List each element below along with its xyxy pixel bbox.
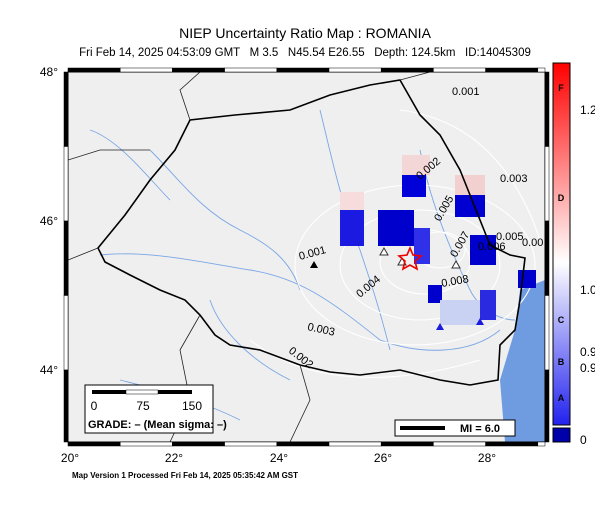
colorbar: F D C B A 1.2 1.0 0.9 0.9 0 xyxy=(552,62,595,447)
frame-segment xyxy=(544,295,550,371)
frame-segment xyxy=(537,441,546,447)
colorbar-zero xyxy=(552,427,571,443)
magnitude-label: MI = 6.0 xyxy=(460,423,500,435)
frame-segment xyxy=(328,67,382,73)
lon-label: 28° xyxy=(478,451,496,465)
footer: Map Version 1 Processed Fri Feb 14, 2025… xyxy=(72,471,298,480)
lon-label: 22° xyxy=(165,451,183,465)
map: 0.001 0.002 0.003 0.005 0.007 0.006 0.00… xyxy=(68,72,545,442)
contour-label: 0.003 xyxy=(500,173,528,185)
magnitude-legend: MI = 6.0 xyxy=(394,419,516,437)
contour-label: 0.003 xyxy=(306,321,335,338)
lon-label: 24° xyxy=(270,451,288,465)
frame-segment xyxy=(485,67,539,73)
subtitle: Fri Feb 14, 2025 04:53:09 GMT M 3.5 N45.… xyxy=(79,47,531,59)
frame-segment xyxy=(172,441,225,447)
colorbar-tick: 1.2 xyxy=(580,103,595,117)
frame-segment xyxy=(380,441,434,447)
frame-ticks xyxy=(63,67,550,447)
frame-segment xyxy=(63,369,69,443)
lat-label: 46° xyxy=(40,214,58,228)
frame-segment xyxy=(67,67,121,73)
colorbar-gradient xyxy=(552,62,571,426)
frame-segment xyxy=(119,441,173,447)
frame-segment xyxy=(380,67,434,73)
scale-bar-box: 0 75 150 GRADE: – (Mean sigma: –) xyxy=(84,384,227,434)
frame-segment xyxy=(119,67,173,73)
frame-segment xyxy=(276,67,330,73)
grade-letter: C xyxy=(558,315,565,325)
frame-segment xyxy=(224,67,278,73)
lon-label: 20° xyxy=(61,451,79,465)
black-sea xyxy=(500,280,545,442)
contour-label: 0.006 xyxy=(478,241,506,253)
grade-letter: F xyxy=(558,83,564,93)
frame-segment xyxy=(537,67,546,73)
frame-segment xyxy=(67,441,121,447)
lon-labels: 20° 22° 24° 26° 28° xyxy=(61,451,496,465)
frame-segment xyxy=(433,67,486,73)
frame-segment xyxy=(63,220,69,296)
scale-label: 0 xyxy=(91,399,98,413)
contour-label: 0.005 xyxy=(496,231,524,243)
grade-letter: D xyxy=(558,193,565,203)
frame-segment xyxy=(544,220,550,296)
lat-label: 44° xyxy=(40,363,58,377)
frame-segment xyxy=(544,146,550,222)
contour-label: 0.001 xyxy=(452,86,480,98)
uncertainty-cells xyxy=(340,155,536,325)
lon-label: 26° xyxy=(374,451,392,465)
grade-letter: B xyxy=(558,357,565,367)
frame-segment xyxy=(433,441,486,447)
frame-segment xyxy=(224,441,278,447)
romania-border xyxy=(97,79,526,386)
contours xyxy=(249,109,541,378)
grade-letter: A xyxy=(558,393,565,403)
epicenter xyxy=(397,245,423,271)
scale-label: 75 xyxy=(136,399,150,413)
frame-segment xyxy=(63,71,69,147)
frame-segment xyxy=(544,71,550,147)
lat-labels: 48° 46° 44° xyxy=(40,65,58,377)
lat-label: 48° xyxy=(40,65,58,79)
frame-segment xyxy=(63,146,69,222)
frame-segment xyxy=(63,295,69,371)
contour-label: 0.00 xyxy=(522,237,543,249)
frame-segment xyxy=(276,441,330,447)
grade: GRADE: – (Mean sigma: –) xyxy=(88,419,227,431)
colorbar-tick: 0 xyxy=(580,433,587,447)
title: NIEP Uncertainty Ratio Map : ROMANIA xyxy=(179,25,431,41)
colorbar-tick: 0.9 xyxy=(580,345,595,359)
scale-label: 150 xyxy=(182,399,202,413)
frame-segment xyxy=(544,369,550,443)
contour-label: 0.008 xyxy=(440,273,469,290)
colorbar-tick: 0.9 xyxy=(580,361,595,375)
frame-segment xyxy=(485,441,539,447)
frame-segment xyxy=(172,67,225,73)
colorbar-tick: 1.0 xyxy=(580,283,595,297)
frame-segment xyxy=(328,441,382,447)
